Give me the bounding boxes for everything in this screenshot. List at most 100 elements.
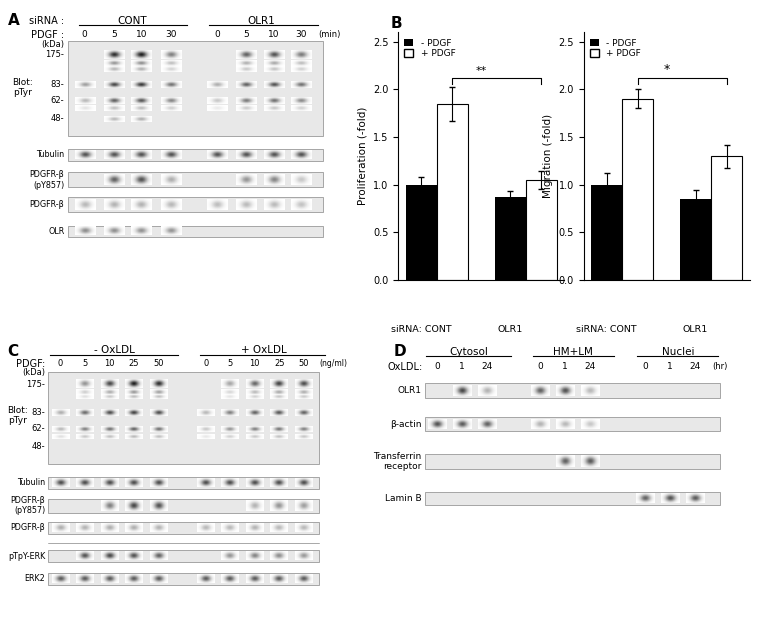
Bar: [68, 197, 323, 213]
Bar: [406, 185, 437, 280]
Text: 1: 1: [459, 362, 465, 371]
Bar: [68, 173, 323, 187]
Text: OxLDL:: OxLDL:: [388, 361, 423, 372]
Text: 0: 0: [642, 362, 648, 371]
Text: 10: 10: [104, 359, 114, 368]
Bar: [48, 477, 319, 489]
Text: 48-: 48-: [32, 442, 45, 451]
Text: 0: 0: [58, 359, 63, 368]
Text: HM+LM: HM+LM: [553, 346, 593, 357]
Text: 10: 10: [136, 30, 148, 39]
Bar: [437, 104, 468, 280]
Bar: [424, 417, 720, 431]
Text: CONT: CONT: [117, 15, 147, 26]
Legend: - PDGF, + PDGF: - PDGF, + PDGF: [403, 37, 457, 60]
Text: 62-: 62-: [51, 96, 64, 105]
Text: (kDa): (kDa): [22, 368, 45, 377]
Text: 10: 10: [268, 30, 280, 39]
Bar: [424, 453, 720, 469]
Text: (min): (min): [318, 30, 340, 39]
Text: B: B: [390, 16, 402, 31]
Text: 175-: 175-: [46, 50, 64, 59]
Text: (hr): (hr): [712, 362, 727, 371]
Text: 24: 24: [690, 362, 700, 371]
Bar: [424, 491, 720, 505]
Text: 24: 24: [584, 362, 596, 371]
Bar: [591, 185, 622, 280]
Text: 50: 50: [298, 359, 309, 368]
Text: 0: 0: [203, 359, 209, 368]
Text: PDGFR-β
(pY857): PDGFR-β (pY857): [29, 170, 64, 189]
Text: 0: 0: [214, 30, 220, 39]
Text: 0: 0: [434, 362, 440, 371]
Bar: [711, 156, 742, 280]
Y-axis label: Migration (-fold): Migration (-fold): [543, 114, 553, 198]
Text: PDGFR-β
(pY857): PDGFR-β (pY857): [10, 496, 45, 515]
Text: β-actin: β-actin: [390, 420, 421, 429]
Text: 0: 0: [82, 30, 87, 39]
Text: siRNA: CONT: siRNA: CONT: [577, 325, 637, 334]
Text: Transferrin
receptor: Transferrin receptor: [373, 451, 421, 471]
Text: *: *: [663, 63, 670, 76]
Text: 10: 10: [250, 359, 260, 368]
Text: OLR1: OLR1: [497, 325, 523, 334]
Text: PDGF :: PDGF :: [32, 30, 64, 40]
Text: Lamin B: Lamin B: [385, 494, 421, 503]
Text: OLR1: OLR1: [683, 325, 708, 334]
Text: 83-: 83-: [51, 80, 64, 89]
Legend: - PDGF, + PDGF: - PDGF, + PDGF: [588, 37, 642, 60]
Bar: [495, 197, 526, 280]
Text: Nuclei: Nuclei: [662, 346, 694, 357]
Bar: [48, 372, 319, 464]
Text: OLR: OLR: [48, 227, 64, 236]
Text: Cytosol: Cytosol: [449, 346, 488, 357]
Text: PDGFR-β: PDGFR-β: [29, 200, 64, 209]
Text: OLR1: OLR1: [397, 386, 421, 395]
Text: (ng/ml): (ng/ml): [319, 359, 347, 368]
Bar: [48, 522, 319, 534]
Text: 175-: 175-: [26, 380, 45, 389]
Text: 5: 5: [82, 359, 87, 368]
Text: 25: 25: [128, 359, 139, 368]
Text: Tubulin: Tubulin: [36, 151, 64, 160]
Text: D: D: [393, 345, 406, 359]
Text: 83-: 83-: [32, 408, 45, 417]
Text: Blot:
pTyr: Blot: pTyr: [7, 406, 28, 425]
Bar: [424, 383, 720, 397]
Text: - OxLDL: - OxLDL: [94, 345, 135, 355]
Bar: [48, 550, 319, 562]
Text: A: A: [8, 13, 19, 28]
Text: siRNA :: siRNA :: [29, 15, 64, 26]
Text: 30: 30: [295, 30, 307, 39]
Bar: [68, 41, 323, 136]
Text: 1: 1: [563, 362, 568, 371]
Text: C: C: [7, 345, 18, 359]
Text: 25: 25: [274, 359, 284, 368]
Text: OLR1: OLR1: [247, 15, 274, 26]
Text: Tubulin: Tubulin: [17, 478, 45, 488]
Text: pTpY-ERK: pTpY-ERK: [8, 552, 45, 560]
Text: 1: 1: [667, 362, 673, 371]
Text: 5: 5: [243, 30, 249, 39]
Text: 24: 24: [482, 362, 493, 371]
Bar: [48, 573, 319, 585]
Y-axis label: Proliferation (-fold): Proliferation (-fold): [357, 107, 367, 205]
Text: 0: 0: [537, 362, 543, 371]
Text: 5: 5: [111, 30, 117, 39]
Text: ERK2: ERK2: [25, 574, 45, 583]
Text: 30: 30: [165, 30, 177, 39]
Text: **: **: [475, 66, 487, 76]
Text: Blot:
pTyr: Blot: pTyr: [12, 78, 32, 97]
Text: 48-: 48-: [51, 115, 64, 124]
Text: 62-: 62-: [32, 424, 45, 433]
Bar: [48, 498, 319, 513]
Bar: [68, 226, 323, 237]
Text: + OxLDL: + OxLDL: [241, 345, 287, 355]
Bar: [622, 99, 653, 280]
Text: siRNA: CONT: siRNA: CONT: [391, 325, 451, 334]
Bar: [68, 149, 323, 161]
Text: 5: 5: [228, 359, 233, 368]
Bar: [680, 199, 711, 280]
Text: PDGF:: PDGF:: [16, 359, 45, 368]
Text: PDGFR-β: PDGFR-β: [10, 524, 45, 533]
